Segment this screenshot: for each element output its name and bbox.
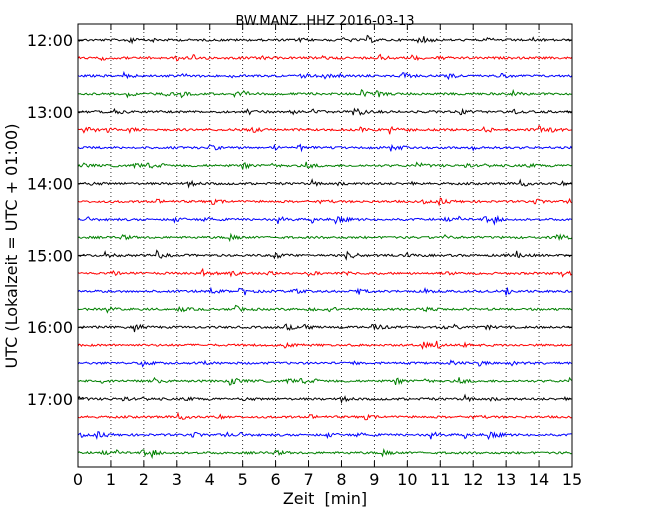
trace-line	[77, 143, 573, 153]
trace-line	[77, 232, 573, 243]
y-axis-label: UTC (Lokalzeit = UTC + 01:00)	[2, 124, 21, 369]
y-tick-label: 12:00	[27, 31, 73, 50]
trace-line	[77, 393, 573, 405]
y-tick-label: 15:00	[27, 246, 73, 265]
trace-line	[77, 359, 573, 368]
x-axis: 0 1 2 3 4 5 6 7 8 9 10 11 12 13 14 15	[73, 24, 582, 489]
trace-line	[77, 286, 573, 296]
trace-line	[77, 214, 573, 226]
trace-line	[77, 411, 573, 421]
x-tick-label: 6	[271, 470, 281, 489]
trace-line	[77, 88, 573, 99]
x-tick-label: 13	[496, 470, 516, 489]
trace-line	[77, 430, 573, 441]
x-tick-label: 1	[106, 470, 116, 489]
trace-line	[77, 53, 573, 62]
y-tick-label: 17:00	[27, 390, 73, 409]
x-tick-label: 2	[139, 470, 149, 489]
x-tick-label: 8	[336, 470, 346, 489]
trace-line	[77, 124, 572, 135]
trace-group	[77, 34, 573, 460]
x-tick-label: 5	[238, 470, 248, 489]
y-tick-label: 14:00	[27, 175, 73, 194]
trace-line	[77, 267, 573, 278]
x-tick-label: 15	[562, 470, 582, 489]
x-tick-label: 10	[397, 470, 417, 489]
trace-line	[77, 34, 572, 45]
plot-frame	[77, 23, 573, 468]
trace-line	[77, 323, 573, 333]
x-tick-label: 0	[73, 470, 83, 489]
x-tick-label: 14	[529, 470, 549, 489]
trace-line	[77, 197, 573, 207]
trace-line	[77, 340, 573, 350]
y-tick-label: 16:00	[27, 318, 73, 337]
trace-line	[77, 249, 573, 261]
x-tick-label: 11	[430, 470, 450, 489]
trace-line	[77, 107, 573, 116]
trace-line	[77, 70, 573, 81]
trace-line	[77, 376, 573, 386]
x-tick-label: 4	[205, 470, 215, 489]
trace-line	[77, 448, 573, 460]
x-tick-label: 3	[172, 470, 182, 489]
y-axis: 12:00 13:00 14:00 15:00 16:00 17:00	[27, 31, 572, 409]
x-tick-label: 7	[303, 470, 313, 489]
x-axis-label: Zeit [min]	[283, 489, 367, 508]
x-tick-label: 9	[369, 470, 379, 489]
trace-line	[77, 178, 573, 189]
trace-line	[77, 304, 573, 314]
trace-line	[77, 161, 573, 170]
x-tick-label: 12	[463, 470, 483, 489]
y-tick-label: 13:00	[27, 103, 73, 122]
chart-title: BW.MANZ..HHZ 2016-03-13	[235, 14, 414, 29]
